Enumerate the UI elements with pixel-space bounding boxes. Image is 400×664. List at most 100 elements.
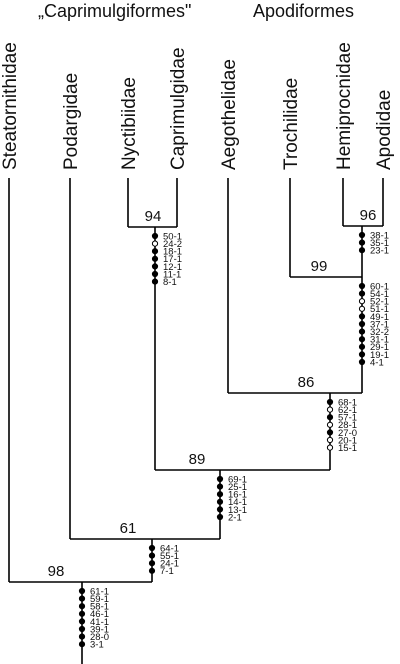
character-label-n86-3: 28-1 xyxy=(338,420,357,431)
character-label-n99-1: 54-1 xyxy=(370,289,389,300)
character-label-n86-2: 57-1 xyxy=(338,413,357,424)
character-marker-n96-2 xyxy=(358,247,366,254)
character-label-n61-3: 7-1 xyxy=(160,566,174,577)
character-marker-n99-7 xyxy=(358,336,366,343)
taxon-label-nyctibiidae: Nyctibiidae xyxy=(119,77,140,170)
character-marker-n86-6 xyxy=(326,444,334,451)
character-marker-n89-1 xyxy=(216,483,224,490)
character-marker-n94-6 xyxy=(151,278,159,285)
character-label-n89-1: 25-1 xyxy=(228,482,247,493)
character-marker-n98-3 xyxy=(78,610,86,617)
support-value-n96: 96 xyxy=(360,207,377,224)
support-value-n94: 94 xyxy=(145,208,162,225)
character-label-n96-1: 35-1 xyxy=(370,238,389,249)
character-marker-n61-1 xyxy=(148,552,156,559)
character-label-n94-6: 8-1 xyxy=(163,277,177,288)
character-label-n89-2: 16-1 xyxy=(228,490,247,501)
character-marker-n94-5 xyxy=(151,270,159,278)
character-label-n61-1: 55-1 xyxy=(160,551,179,562)
character-marker-n94-1 xyxy=(151,240,159,247)
character-marker-n89-3 xyxy=(216,498,224,505)
taxon-label-steatornithidae: Steatornithidae xyxy=(0,42,21,170)
support-value-n98: 98 xyxy=(48,563,65,580)
character-marker-n98-0 xyxy=(78,587,86,595)
character-marker-n99-0 xyxy=(358,282,366,290)
character-label-n99-4: 49-1 xyxy=(370,312,389,323)
node-annotations: 9450-124-218-117-112-111-18-19638-135-12… xyxy=(48,207,389,651)
character-label-n86-0: 68-1 xyxy=(338,397,357,408)
character-marker-n96-1 xyxy=(358,239,366,246)
character-label-n98-4: 41-1 xyxy=(90,617,109,628)
character-label-n98-1: 59-1 xyxy=(90,594,109,605)
character-marker-n99-9 xyxy=(358,351,366,358)
character-label-n89-4: 13-1 xyxy=(228,505,247,516)
character-marker-n98-4 xyxy=(78,618,86,625)
character-label-n98-5: 39-1 xyxy=(90,624,109,635)
character-marker-n96-0 xyxy=(358,231,366,239)
character-label-n98-3: 46-1 xyxy=(90,609,109,620)
character-label-n86-1: 62-1 xyxy=(338,405,357,416)
character-label-n61-2: 24-1 xyxy=(160,559,179,570)
character-marker-n86-3 xyxy=(326,421,334,428)
character-marker-n99-3 xyxy=(358,305,366,312)
character-label-n98-6: 28-0 xyxy=(90,632,109,643)
character-label-n98-7: 3-1 xyxy=(90,640,104,651)
support-value-n99: 99 xyxy=(311,258,328,275)
character-marker-n99-4 xyxy=(358,313,366,320)
character-label-n99-0: 60-1 xyxy=(370,281,389,292)
character-label-n99-5: 37-1 xyxy=(370,319,389,330)
character-marker-n99-2 xyxy=(358,298,366,305)
support-value-n89: 89 xyxy=(189,451,206,468)
character-label-n86-5: 20-1 xyxy=(338,435,357,446)
character-label-n99-6: 32-2 xyxy=(370,327,389,338)
character-label-n89-5: 2-1 xyxy=(228,512,242,523)
character-marker-n89-4 xyxy=(216,506,224,513)
character-marker-n98-1 xyxy=(78,595,86,602)
character-marker-n94-4 xyxy=(151,263,159,270)
character-marker-n89-0 xyxy=(216,475,224,483)
taxon-label-podargidae: Podargidae xyxy=(61,73,82,170)
character-label-n94-0: 50-1 xyxy=(163,231,182,242)
character-label-n99-3: 51-1 xyxy=(370,304,389,315)
character-marker-n86-0 xyxy=(326,398,334,406)
character-marker-n99-5 xyxy=(358,320,366,328)
character-label-n94-3: 17-1 xyxy=(163,254,182,265)
character-marker-n99-10 xyxy=(358,358,366,366)
character-label-n99-9: 19-1 xyxy=(370,350,389,361)
character-label-n98-2: 58-1 xyxy=(90,602,109,613)
character-marker-n86-2 xyxy=(326,414,334,421)
character-marker-n99-6 xyxy=(358,328,366,335)
character-label-n94-4: 12-1 xyxy=(163,262,182,273)
character-label-n94-2: 18-1 xyxy=(163,247,182,258)
taxon-label-apodidae: Apodidae xyxy=(374,90,395,170)
character-label-n99-7: 31-1 xyxy=(370,335,389,346)
character-label-n96-2: 23-1 xyxy=(370,246,389,257)
taxon-labels: Steatornithidae Podargidae Nyctibiidae Capr… xyxy=(0,42,395,170)
character-marker-n94-2 xyxy=(151,248,159,255)
group-label-apodiformes: Apodiformes xyxy=(253,1,354,21)
character-marker-n98-2 xyxy=(78,603,86,610)
taxon-label-aegothelidae: Aegothelidae xyxy=(219,59,240,170)
character-marker-n94-3 xyxy=(151,255,159,262)
group-label-caprimulgiformes: „Caprimulgiformes" xyxy=(38,1,191,21)
taxon-label-caprimulgidae: Caprimulgidae xyxy=(168,47,189,170)
support-value-n61: 61 xyxy=(120,520,137,537)
tree-branches xyxy=(8,178,384,664)
character-label-n89-0: 69-1 xyxy=(228,474,247,485)
character-marker-n86-1 xyxy=(326,406,334,413)
character-marker-n98-5 xyxy=(78,625,86,633)
character-label-n94-5: 11-1 xyxy=(163,269,181,280)
character-marker-n86-4 xyxy=(326,429,334,436)
taxon-label-trochilidae: Trochilidae xyxy=(281,78,302,170)
character-marker-n89-2 xyxy=(216,491,224,498)
character-label-n61-0: 64-1 xyxy=(160,543,179,554)
character-marker-n89-5 xyxy=(216,513,224,521)
character-marker-n86-5 xyxy=(326,436,334,444)
character-marker-n99-8 xyxy=(358,343,366,350)
character-label-n99-10: 4-1 xyxy=(370,357,384,368)
character-marker-n61-2 xyxy=(148,560,156,567)
character-label-n96-0: 38-1 xyxy=(370,230,389,241)
character-label-n99-2: 52-1 xyxy=(370,297,389,308)
character-marker-n94-0 xyxy=(151,232,159,240)
